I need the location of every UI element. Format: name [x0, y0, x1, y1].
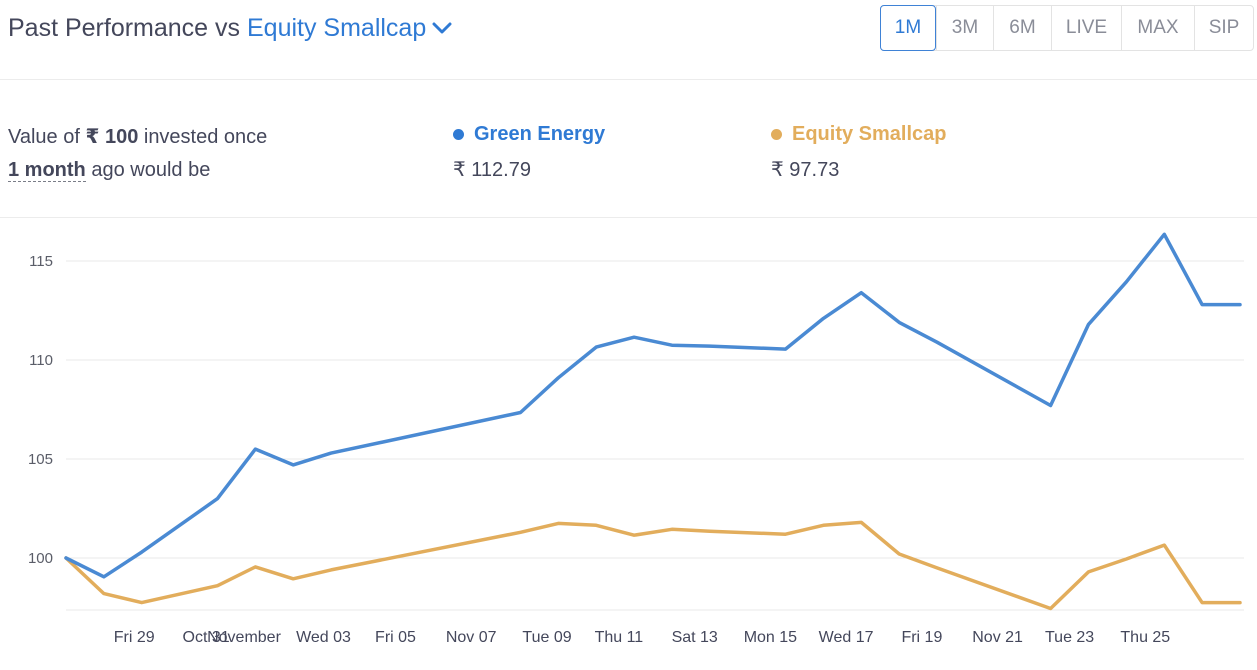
x-tick-label: Wed 17: [819, 629, 874, 646]
tab-3m[interactable]: 3M: [936, 6, 993, 50]
line1-suffix: invested once: [138, 126, 268, 148]
chevron-down-icon: [432, 22, 452, 34]
period-selector[interactable]: 1 month: [8, 159, 86, 182]
x-tick-label: Nov 07: [446, 629, 497, 646]
chart-header: Past Performance vs Equity Smallcap 1M 3…: [0, 0, 1257, 80]
dot-icon: [453, 128, 464, 140]
x-tick-label: Thu 25: [1120, 629, 1170, 646]
x-tick-label: Nov 21: [972, 629, 1023, 646]
x-tick-label: Tue 09: [522, 629, 571, 646]
y-tick-label: 105: [28, 451, 53, 468]
x-tick-label: Fri 19: [901, 629, 942, 646]
y-tick-label: 110: [29, 352, 53, 369]
x-tick-label: Thu 11: [595, 629, 644, 646]
fund-value: ₹ 112.79: [453, 159, 531, 181]
line2-suffix: ago would be: [85, 159, 211, 181]
tab-1m[interactable]: 1M: [880, 5, 936, 51]
dot-icon: [771, 128, 782, 140]
y-tick-label: 115: [29, 253, 53, 270]
tab-max[interactable]: MAX: [1121, 6, 1194, 50]
tab-live[interactable]: LIVE: [1051, 6, 1121, 50]
compare-fund-label: Equity Smallcap: [246, 14, 427, 42]
x-tick-label: Mon 15: [744, 629, 797, 646]
x-tick-label: Oct 31: [183, 629, 230, 646]
fund-value: ₹ 97.73: [771, 159, 840, 181]
investment-description: Value of ₹ 100 invested once 1 month ago…: [8, 121, 267, 187]
x-tick-label: Sat 13: [672, 629, 718, 646]
compare-fund-dropdown[interactable]: Equity Smallcap: [247, 14, 452, 42]
legend-equity-smallcap: Equity Smallcap ₹ 97.73: [771, 121, 947, 182]
x-tick-label: Fri 29: [114, 629, 155, 646]
x-tick-label: Fri 05: [375, 629, 416, 646]
performance-chart: 100 105 110 115 Fri 29 Oct 31 November Wed 03 F…: [0, 218, 1257, 670]
fund-name: Equity Smallcap: [792, 122, 947, 145]
page-title: Past Performance vs Equity Smallcap: [8, 14, 452, 43]
invested-amount: ₹ 100: [85, 126, 139, 148]
tab-6m[interactable]: 6M: [993, 6, 1051, 50]
fund-name: Green Energy: [474, 122, 606, 145]
x-tick-label: November: [207, 629, 281, 646]
line1-prefix: Value of: [8, 126, 86, 148]
investment-summary: Value of ₹ 100 invested once 1 month ago…: [0, 81, 1257, 218]
title-prefix: Past Performance vs: [8, 14, 241, 42]
time-range-tabs: 1M 3M 6M LIVE MAX SIP: [880, 5, 1254, 51]
legend-green-energy: Green Energy ₹ 112.79: [453, 121, 605, 182]
x-tick-label: Wed 03: [296, 629, 351, 646]
y-tick-label: 100: [28, 550, 53, 567]
series-line-equity-smallcap: [64, 520, 1242, 611]
x-tick-label: Tue 23: [1045, 629, 1094, 646]
tab-sip[interactable]: SIP: [1194, 6, 1253, 50]
series-line-green-energy: [64, 232, 1242, 579]
